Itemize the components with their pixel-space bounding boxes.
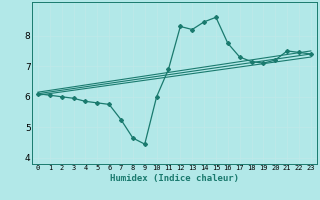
X-axis label: Humidex (Indice chaleur): Humidex (Indice chaleur) [110, 174, 239, 183]
